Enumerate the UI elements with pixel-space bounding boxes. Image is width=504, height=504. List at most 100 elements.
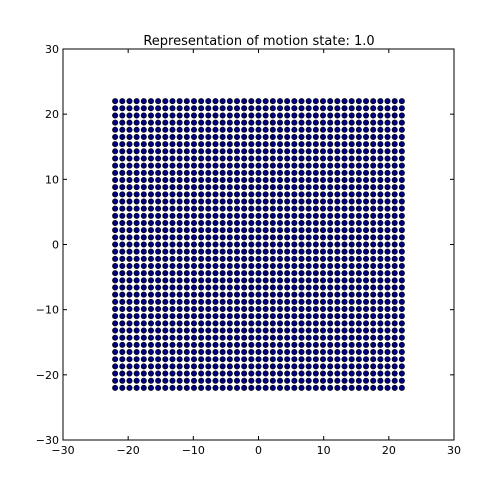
data-point: [341, 262, 348, 269]
data-point: [176, 198, 183, 205]
data-point: [126, 270, 133, 277]
data-point: [391, 356, 398, 363]
data-point: [355, 277, 362, 284]
data-point: [355, 198, 362, 205]
data-point: [183, 198, 190, 205]
data-point: [248, 133, 255, 140]
data-point: [133, 313, 140, 320]
data-point: [155, 356, 162, 363]
data-point: [219, 270, 226, 277]
data-point: [162, 349, 169, 356]
data-point: [147, 98, 154, 105]
data-point: [241, 141, 248, 148]
data-point: [155, 363, 162, 370]
data-point: [190, 141, 197, 148]
data-point: [190, 119, 197, 126]
data-point: [183, 148, 190, 155]
data-point: [348, 133, 355, 140]
data-point: [363, 277, 370, 284]
data-point: [312, 98, 319, 105]
data-point: [320, 255, 327, 262]
data-point: [384, 262, 391, 269]
data-point: [269, 255, 276, 262]
data-point: [147, 384, 154, 391]
data-point: [198, 320, 205, 327]
data-point: [255, 220, 262, 227]
data-point: [334, 262, 341, 269]
data-point: [320, 377, 327, 384]
data-point: [241, 277, 248, 284]
data-point: [384, 169, 391, 176]
data-point: [241, 148, 248, 155]
data-point: [126, 291, 133, 298]
data-point: [284, 370, 291, 377]
data-point: [190, 148, 197, 155]
data-point: [305, 119, 312, 126]
data-point: [384, 227, 391, 234]
data-point: [305, 241, 312, 248]
data-point: [112, 284, 119, 291]
data-point: [234, 227, 241, 234]
data-point: [176, 320, 183, 327]
data-point: [391, 212, 398, 219]
data-point: [291, 133, 298, 140]
data-point: [147, 169, 154, 176]
data-point: [327, 141, 334, 148]
data-point: [255, 313, 262, 320]
data-point: [241, 205, 248, 212]
data-point: [112, 184, 119, 191]
data-point: [133, 133, 140, 140]
data-point: [205, 220, 212, 227]
data-point: [198, 198, 205, 205]
data-point: [198, 334, 205, 341]
data-point: [298, 141, 305, 148]
data-point: [169, 248, 176, 255]
data-point: [334, 270, 341, 277]
data-point: [363, 126, 370, 133]
data-point: [205, 148, 212, 155]
data-point: [334, 212, 341, 219]
data-point: [320, 191, 327, 198]
data-point: [276, 356, 283, 363]
data-point: [341, 105, 348, 112]
data-point: [363, 220, 370, 227]
data-point: [276, 241, 283, 248]
data-point: [305, 155, 312, 162]
data-point: [169, 119, 176, 126]
data-point: [112, 356, 119, 363]
data-point: [320, 205, 327, 212]
data-point: [276, 349, 283, 356]
data-point: [284, 112, 291, 119]
data-point: [219, 284, 226, 291]
data-point: [377, 227, 384, 234]
data-point: [391, 298, 398, 305]
data-point: [190, 112, 197, 119]
data-point: [183, 320, 190, 327]
data-point: [176, 105, 183, 112]
data-point: [162, 262, 169, 269]
data-point: [133, 291, 140, 298]
data-point: [341, 363, 348, 370]
data-point: [190, 212, 197, 219]
data-point: [298, 162, 305, 169]
data-point: [219, 119, 226, 126]
data-point: [169, 291, 176, 298]
data-point: [327, 334, 334, 341]
data-point: [226, 306, 233, 313]
data-point: [269, 133, 276, 140]
data-point: [348, 334, 355, 341]
data-point: [355, 205, 362, 212]
data-point: [341, 241, 348, 248]
data-point: [391, 155, 398, 162]
data-point: [248, 363, 255, 370]
data-point: [355, 176, 362, 183]
data-point: [384, 162, 391, 169]
data-point: [133, 349, 140, 356]
data-point: [255, 284, 262, 291]
data-point: [219, 169, 226, 176]
data-point: [384, 334, 391, 341]
data-point: [327, 169, 334, 176]
data-point: [363, 155, 370, 162]
data-point: [355, 98, 362, 105]
data-point: [391, 334, 398, 341]
